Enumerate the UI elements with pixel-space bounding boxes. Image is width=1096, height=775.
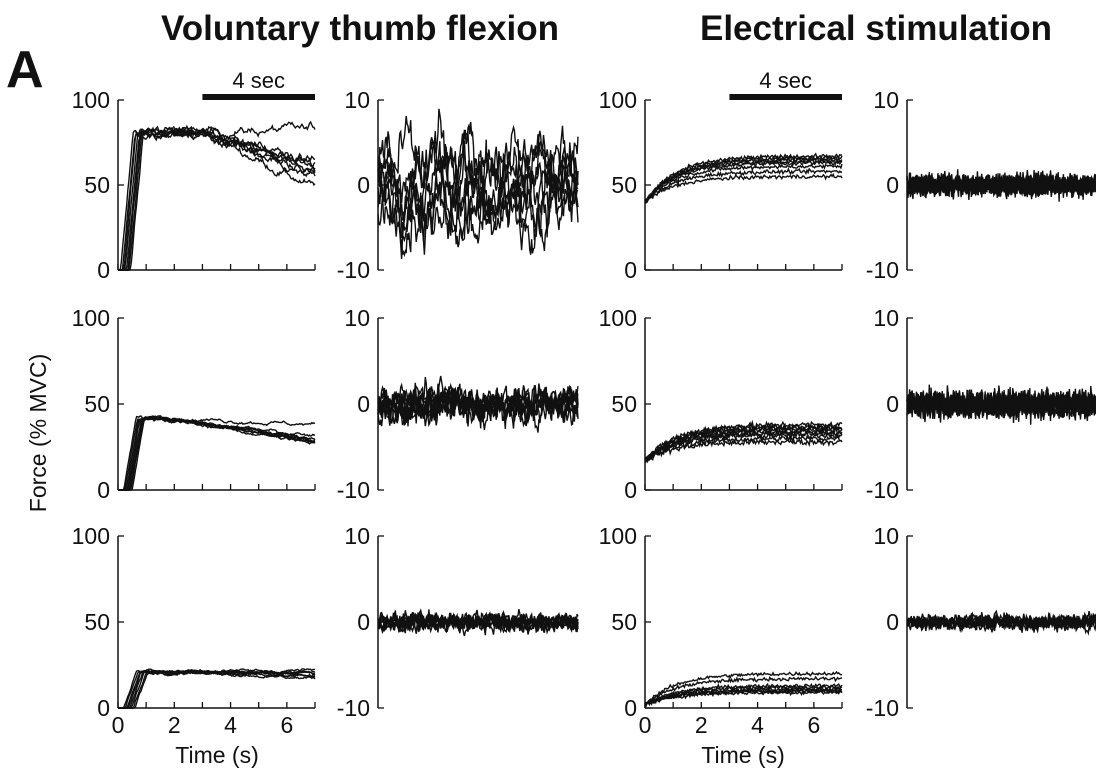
plot-stimulation-fluctuation-medium: -10 0 10 [866, 305, 1096, 503]
plot-stimulation-fluctuation-high: -10 0 10 [866, 87, 1096, 283]
y-tick-label: -10 [337, 477, 370, 503]
trace-8 [906, 611, 1096, 633]
y-tick-label: 50 [611, 172, 637, 198]
trace-9 [644, 419, 843, 464]
trace-8 [118, 127, 316, 271]
y-tick-label: 0 [624, 477, 637, 503]
x-tick-label: 0 [112, 712, 125, 738]
trace-6 [118, 125, 316, 271]
trace-7 [906, 611, 1096, 636]
trace-7 [118, 416, 316, 491]
y-tick-label: 0 [886, 391, 899, 417]
trace-5 [644, 682, 843, 706]
y-tick-label: 10 [873, 305, 899, 331]
scale-bar [729, 94, 842, 100]
plot-voluntary-fluctuation-high: -10 0 10 [337, 87, 579, 283]
y-tick-label: 10 [344, 523, 370, 549]
trace-3 [377, 116, 579, 236]
trace-10 [906, 385, 1096, 420]
x-tick-label: 6 [280, 712, 293, 738]
plot-voluntary-force-low: 0 2 4 6 0 50 100 [72, 523, 316, 738]
x-tick-label: 6 [807, 712, 820, 738]
trace-8 [118, 415, 315, 491]
x-axis-label-stimulation: Time (s) [701, 742, 784, 768]
trace-9 [907, 171, 1096, 200]
trace-8 [377, 383, 579, 427]
trace-6 [645, 675, 843, 706]
trace-2 [644, 167, 843, 204]
y-tick-label: -10 [337, 257, 370, 283]
y-tick-label: 50 [611, 609, 637, 635]
y-axis-label: Force (% MVC) [25, 354, 51, 512]
trace-3 [644, 163, 843, 204]
trace-4 [118, 668, 316, 709]
y-tick-label: -10 [337, 695, 370, 721]
trace-1 [644, 172, 843, 203]
y-tick-label: 10 [344, 305, 370, 331]
x-tick-label: 2 [695, 712, 708, 738]
scale-bar-label: 4 sec [759, 68, 812, 93]
trace-1 [377, 108, 579, 252]
plot-voluntary-force-high: 0 50 100 4 sec [72, 68, 316, 283]
y-tick-label: 50 [84, 609, 110, 635]
column-title-voluntary: Voluntary thumb flexion [161, 9, 559, 48]
y-tick-label: 100 [72, 87, 110, 113]
y-tick-label: 100 [72, 305, 110, 331]
y-tick-label: 0 [97, 477, 110, 503]
column-title-stimulation: Electrical stimulation [700, 9, 1052, 48]
plot-stimulation-force-low: 0 2 4 6 0 50 100 [599, 523, 843, 738]
plot-stimulation-force-high: 0 50 100 4 sec [599, 68, 843, 283]
y-tick-label: 100 [599, 87, 637, 113]
y-tick-label: 0 [97, 695, 110, 721]
x-axis-label-voluntary: Time (s) [175, 742, 258, 768]
trace-8 [644, 687, 843, 706]
plot-voluntary-force-medium: 0 50 100 [72, 305, 316, 503]
y-tick-label: 50 [611, 391, 637, 417]
panel-letter: A [6, 41, 44, 99]
plot-voluntary-fluctuation-medium: -10 0 10 [337, 305, 579, 503]
plot-voluntary-fluctuation-low: -10 0 10 [337, 523, 579, 721]
x-tick-label: 4 [224, 712, 237, 738]
scale-bar [202, 94, 315, 100]
y-tick-label: 0 [357, 609, 370, 635]
plot-stimulation-force-medium: 0 50 100 [599, 305, 843, 503]
y-tick-label: 0 [624, 257, 637, 283]
trace-10 [906, 171, 1096, 200]
y-tick-label: -10 [866, 695, 899, 721]
scale-bar-label: 4 sec [232, 68, 285, 93]
trace-8 [644, 152, 843, 202]
trace-8 [377, 125, 579, 240]
y-tick-label: 0 [97, 257, 110, 283]
trace-6 [377, 385, 579, 433]
y-tick-label: 0 [886, 609, 899, 635]
y-tick-label: 50 [84, 172, 110, 198]
y-tick-label: 10 [873, 523, 899, 549]
y-tick-label: 100 [72, 523, 110, 549]
y-tick-label: 10 [344, 87, 370, 113]
x-tick-label: 2 [168, 712, 181, 738]
y-tick-label: -10 [866, 477, 899, 503]
x-tick-label: 4 [751, 712, 764, 738]
x-tick-label: 0 [639, 712, 652, 738]
trace-7 [644, 670, 843, 707]
plot-stimulation-fluctuation-low: -10 0 10 [866, 523, 1096, 721]
y-tick-label: 50 [84, 391, 110, 417]
y-tick-label: 0 [357, 391, 370, 417]
y-tick-label: 0 [624, 695, 637, 721]
trace-8 [377, 610, 579, 635]
trace-8 [118, 668, 316, 709]
trace-1 [644, 436, 843, 464]
y-tick-label: 100 [599, 305, 637, 331]
y-tick-label: 10 [873, 87, 899, 113]
trace-7 [377, 130, 579, 232]
y-tick-label: 0 [357, 172, 370, 198]
y-tick-label: -10 [866, 257, 899, 283]
y-tick-label: 100 [599, 523, 637, 549]
y-tick-label: 0 [886, 172, 899, 198]
